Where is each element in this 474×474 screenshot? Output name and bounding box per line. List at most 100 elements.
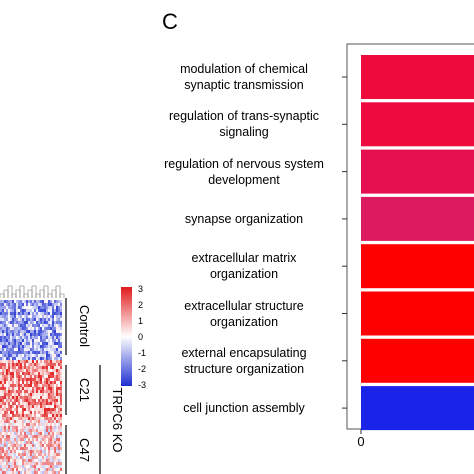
heatmap-cell <box>24 315 26 318</box>
heatmap-cell <box>40 369 42 372</box>
heatmap-cell <box>28 426 30 429</box>
heatmap-cells <box>0 300 62 474</box>
heatmap-cell <box>60 333 62 336</box>
heatmap-cell <box>40 438 42 441</box>
heatmap-cell <box>22 360 24 363</box>
heatmap-cell <box>28 384 30 387</box>
heatmap-cell <box>60 381 62 384</box>
heatmap-cell <box>12 357 14 360</box>
heatmap-cell <box>44 432 46 435</box>
heatmap-cell <box>30 393 32 396</box>
heatmap-cell <box>2 417 4 420</box>
heatmap-cell <box>4 465 6 468</box>
heatmap-cell <box>54 315 56 318</box>
heatmap-cell <box>36 339 38 342</box>
heatmap-cell <box>2 381 4 384</box>
heatmap-cell <box>18 420 20 423</box>
heatmap-cell <box>26 357 28 360</box>
heatmap-cell <box>32 387 34 390</box>
heatmap-cell <box>44 354 46 357</box>
heatmap-cell <box>50 387 52 390</box>
heatmap-cell <box>14 336 16 339</box>
heatmap-cell <box>24 327 26 330</box>
heatmap-cell <box>26 396 28 399</box>
heatmap-cell <box>54 324 56 327</box>
heatmap-cell <box>18 438 20 441</box>
heatmap-cell <box>44 426 46 429</box>
dendrogram-branch <box>19 285 25 298</box>
heatmap-cell <box>18 363 20 366</box>
heatmap-cell <box>6 351 8 354</box>
heatmap-cell <box>52 339 54 342</box>
heatmap-cell <box>24 309 26 312</box>
heatmap-cell <box>16 372 18 375</box>
heatmap-cell <box>14 354 16 357</box>
heatmap-cell <box>50 333 52 336</box>
heatmap-cell <box>6 369 8 372</box>
heatmap-cell <box>18 360 20 363</box>
heatmap-cell <box>50 339 52 342</box>
heatmap-cell <box>20 420 22 423</box>
heatmap-cell <box>32 441 34 444</box>
heatmap-cell <box>18 390 20 393</box>
heatmap-cell <box>10 330 12 333</box>
heatmap-cell <box>42 414 44 417</box>
color-scale-tick-label: -1 <box>138 348 146 358</box>
heatmap-cell <box>22 351 24 354</box>
heatmap-cell <box>54 333 56 336</box>
heatmap-cell <box>16 435 18 438</box>
heatmap-cell <box>16 444 18 447</box>
heatmap-dendrogram <box>0 285 65 298</box>
heatmap-cell <box>6 381 8 384</box>
heatmap-cell <box>48 420 50 423</box>
heatmap-cell <box>38 387 40 390</box>
heatmap-cell <box>6 309 8 312</box>
heatmap-cell <box>24 426 26 429</box>
heatmap-cell <box>8 417 10 420</box>
bar-0 <box>361 55 474 99</box>
heatmap-cell <box>18 348 20 351</box>
heatmap-cell <box>60 435 62 438</box>
heatmap-cell <box>58 366 60 369</box>
heatmap-cell <box>36 378 38 381</box>
heatmap-cell <box>36 318 38 321</box>
heatmap-cell <box>20 303 22 306</box>
heatmap-cell <box>10 393 12 396</box>
heatmap-cell <box>6 414 8 417</box>
heatmap-cell <box>8 441 10 444</box>
heatmap-cell <box>18 375 20 378</box>
heatmap-cell <box>44 381 46 384</box>
heatmap-cell <box>28 468 30 471</box>
heatmap-cell <box>58 423 60 426</box>
heatmap-cell <box>46 312 48 315</box>
heatmap-cell <box>42 411 44 414</box>
heatmap-cell <box>42 309 44 312</box>
heatmap-cell <box>22 363 24 366</box>
heatmap-cell <box>50 312 52 315</box>
heatmap-cell <box>56 381 58 384</box>
heatmap-cell <box>10 369 12 372</box>
heatmap-cell <box>52 375 54 378</box>
heatmap-cell <box>60 426 62 429</box>
heatmap-cell <box>2 348 4 351</box>
heatmap-cell <box>30 411 32 414</box>
heatmap-cell <box>24 465 26 468</box>
heatmap-cell <box>34 342 36 345</box>
heatmap-cell <box>24 384 26 387</box>
heatmap-cell <box>28 318 30 321</box>
heatmap-cell <box>24 447 26 450</box>
heatmap-cell <box>12 414 14 417</box>
heatmap-cell <box>58 339 60 342</box>
heatmap-cell <box>12 417 14 420</box>
heatmap-cell <box>24 366 26 369</box>
heatmap-cell <box>38 411 40 414</box>
heatmap-cell <box>40 378 42 381</box>
heatmap-cell <box>26 360 28 363</box>
heatmap-cell <box>40 333 42 336</box>
heatmap-cell <box>18 333 20 336</box>
heatmap-cell <box>22 411 24 414</box>
heatmap-cell <box>40 318 42 321</box>
heatmap-cell <box>2 459 4 462</box>
heatmap-cell <box>56 423 58 426</box>
heatmap-cell <box>36 435 38 438</box>
